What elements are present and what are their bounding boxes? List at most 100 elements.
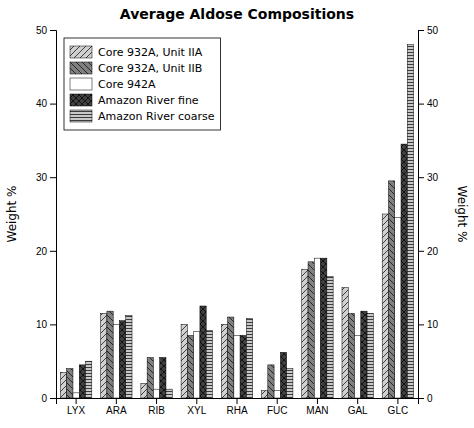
tick: 20: [418, 246, 439, 257]
plot: 0102030405001020304050LYXARARIBXYLRHAFUC…: [36, 25, 439, 416]
tick: GLC: [388, 398, 409, 416]
bar: [407, 45, 413, 398]
tick-label: 30: [427, 172, 439, 183]
y-axis-right: 0 10 20 30 40 50: [418, 25, 439, 404]
tick-mark: [357, 398, 358, 404]
tick-mark: [418, 251, 424, 252]
tick: 0: [41, 393, 56, 404]
tick: 30: [418, 172, 439, 183]
bar: [79, 365, 85, 398]
bar: [395, 218, 401, 398]
tick-label: 10: [36, 319, 48, 330]
tick-label: 50: [36, 25, 48, 36]
tick-mark: [317, 398, 318, 404]
y-axis-title: Weight %: [5, 185, 19, 242]
bar: [67, 369, 73, 398]
bar: [321, 258, 327, 398]
bar: [187, 335, 193, 398]
tick-mark: [50, 177, 56, 178]
bar: [367, 313, 373, 398]
tick-label: 40: [427, 98, 439, 109]
bar: [60, 372, 66, 398]
tick: 10: [418, 319, 439, 330]
bar: [314, 258, 320, 398]
bar: [166, 389, 172, 398]
bar-series: [60, 214, 388, 398]
tick: MAN: [306, 398, 328, 416]
tick: 0: [418, 393, 433, 404]
bar: [287, 369, 293, 398]
tick-mark: [50, 30, 56, 31]
legend-box: [64, 38, 221, 130]
bar-series: [73, 218, 401, 398]
axis-line: [419, 31, 425, 399]
tick: ARA: [106, 398, 127, 416]
tick-mark: [116, 398, 117, 404]
bar: [126, 316, 132, 398]
tick-mark: [50, 324, 56, 325]
tick-label: FUC: [267, 405, 288, 416]
bar: [246, 319, 252, 398]
tick-mark: [418, 324, 424, 325]
bar: [348, 313, 354, 398]
bar: [302, 269, 308, 398]
tick: 50: [418, 25, 439, 36]
axis-line: [57, 399, 419, 405]
bar: [280, 352, 286, 398]
tick-mark: [418, 30, 424, 31]
bar: [355, 335, 361, 398]
tick: LYX: [67, 398, 85, 416]
chart: 0102030405001020304050LYXARARIBXYLRHAFUC…: [0, 0, 474, 428]
bar: [308, 262, 314, 398]
tick: GAL: [348, 398, 368, 416]
legend: Core 932A, Unit IIACore 932A, Unit IIBCo…: [64, 38, 221, 130]
bar-series: [79, 144, 407, 398]
legend-swatch: [70, 110, 92, 122]
bar: [194, 332, 200, 398]
tick-mark: [50, 398, 56, 399]
tick-label: GLC: [388, 405, 409, 416]
legend-swatch: [70, 62, 92, 74]
legend-swatch: [70, 94, 92, 106]
bar: [342, 288, 348, 398]
tick-label: 30: [36, 172, 48, 183]
tick-label: 10: [427, 319, 439, 330]
bar: [234, 335, 240, 398]
bar: [228, 317, 234, 398]
bar: [382, 214, 388, 398]
tick-label: 0: [41, 393, 47, 404]
tick: 30: [36, 172, 56, 183]
tick-label: 20: [36, 246, 48, 257]
bar: [181, 324, 187, 398]
bar: [147, 358, 153, 398]
tick-mark: [418, 104, 424, 105]
bar: [361, 311, 367, 398]
bar: [327, 277, 333, 398]
tick-mark: [50, 104, 56, 105]
tick-mark: [277, 398, 278, 404]
bar: [107, 311, 113, 398]
legend-label: Core 932A, Unit IIA: [98, 46, 203, 59]
tick-label: 0: [427, 393, 433, 404]
bar: [86, 361, 92, 398]
bar: [141, 383, 147, 398]
bar: [388, 181, 394, 398]
tick: 20: [36, 246, 56, 257]
legend-label: Amazon River coarse: [98, 110, 215, 123]
tick-label: ARA: [106, 405, 127, 416]
tick: 40: [418, 98, 439, 109]
tick: RHA: [226, 398, 247, 416]
y-axis-title-right: Weight %: [455, 185, 469, 242]
bar: [153, 389, 159, 398]
y-axis: 0 10 20 30 40 50: [36, 25, 57, 404]
bar: [262, 391, 268, 398]
tick-label: 40: [36, 98, 48, 109]
tick: 50: [36, 25, 56, 36]
axis-line: [50, 31, 57, 399]
bar: [274, 391, 280, 398]
bar: [73, 393, 79, 398]
tick: RIB: [148, 398, 165, 416]
tick-mark: [156, 398, 157, 404]
tick-mark: [76, 398, 77, 404]
legend-swatch: [70, 78, 92, 90]
